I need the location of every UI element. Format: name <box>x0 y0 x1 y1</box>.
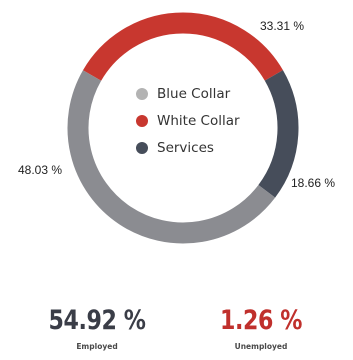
donut-chart: 33.31 % 18.66 % 48.03 % <box>18 12 335 244</box>
slice-labels: 33.31 % 18.66 % 48.03 % <box>18 19 335 190</box>
legend-label-services: Services <box>157 140 214 156</box>
chart-legend: Blue Collar White Collar Services <box>136 84 276 165</box>
label-blue-collar: 48.03 % <box>18 163 62 177</box>
legend-item-services: Services <box>136 138 276 158</box>
employed-label: Employed <box>76 342 118 351</box>
employed-stat: 54.92 % Employed <box>22 306 172 352</box>
legend-dot-white-collar <box>136 115 148 127</box>
legend-label-blue-collar: Blue Collar <box>157 86 231 102</box>
label-white-collar: 33.31 % <box>260 19 304 33</box>
legend-item-blue-collar: Blue Collar <box>136 84 276 104</box>
unemployed-label: Unemployed <box>234 342 288 351</box>
legend-item-white-collar: White Collar <box>136 111 276 131</box>
employed-value: 54.92 % <box>48 305 146 336</box>
unemployed-value: 1.26 % <box>219 305 303 336</box>
donut-slices <box>67 12 299 244</box>
slice-services <box>258 70 299 198</box>
legend-dot-blue-collar <box>136 88 148 100</box>
unemployed-stat: 1.26 % Unemployed <box>196 306 326 352</box>
slice-blue-collar <box>67 70 276 244</box>
legend-dot-services <box>136 142 148 154</box>
label-services: 18.66 % <box>291 176 335 190</box>
slice-white-collar <box>82 12 283 81</box>
legend-label-white-collar: White Collar <box>157 113 240 129</box>
